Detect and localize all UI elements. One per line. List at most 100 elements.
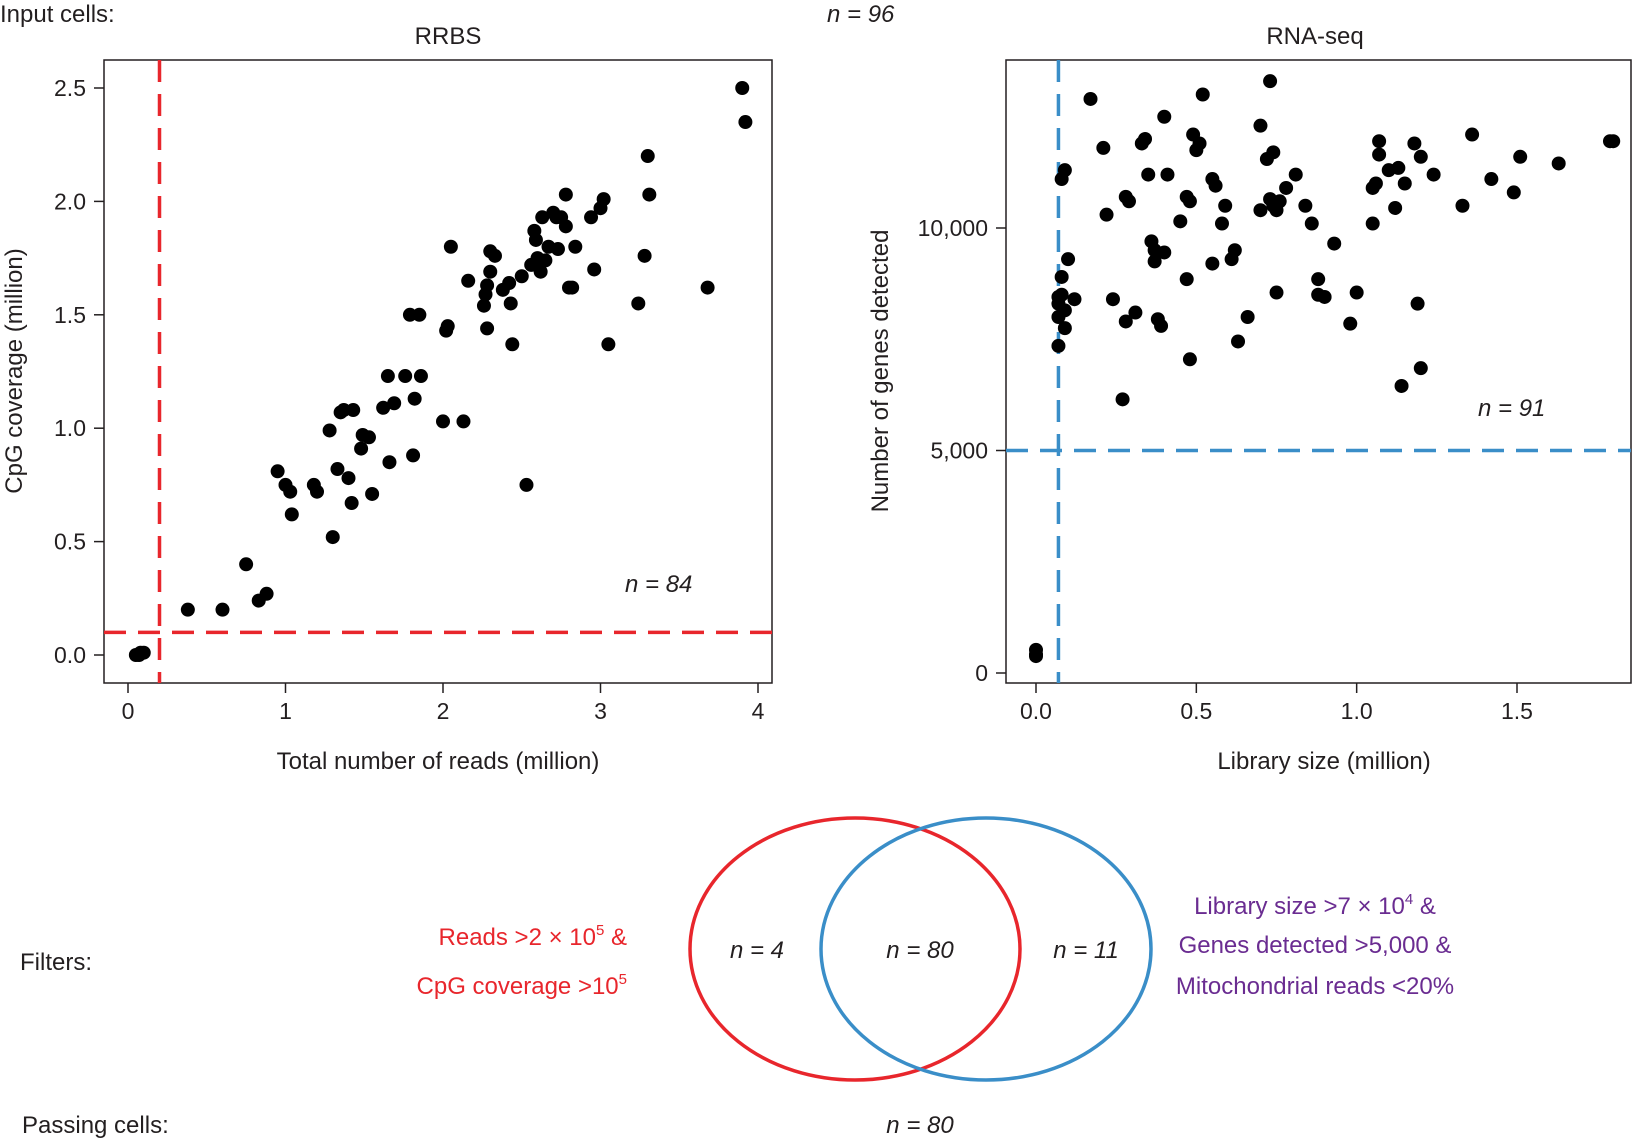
rrbs-data-point bbox=[330, 462, 345, 477]
rnaseq-data-point bbox=[1054, 287, 1069, 302]
rrbs-data-point bbox=[407, 391, 422, 406]
rnaseq-threshold-lines bbox=[1006, 60, 1631, 683]
rnaseq-filter-line-3: Mitochondrial reads <20% bbox=[1176, 973, 1454, 1000]
rrbs-data-point bbox=[180, 602, 195, 617]
rrbs-data-point bbox=[325, 530, 340, 545]
rnaseq-data-point bbox=[1413, 361, 1428, 376]
rrbs-y-tick-label: 0.0 bbox=[54, 642, 86, 668]
rnaseq-filter-line-1-sup: 4 bbox=[1405, 891, 1413, 908]
rnaseq-data-point bbox=[1253, 203, 1268, 218]
rrbs-title: RRBS bbox=[415, 23, 482, 50]
rrbs-filter-line-2-text: CpG coverage >10 bbox=[417, 973, 619, 1000]
rrbs-data-point bbox=[461, 273, 476, 288]
passing-cells-label: Passing cells: bbox=[22, 1112, 169, 1138]
rrbs-points bbox=[128, 81, 753, 662]
rrbs-plot-frame bbox=[103, 59, 773, 684]
rnaseq-data-point bbox=[1231, 334, 1246, 349]
rrbs-data-point bbox=[436, 414, 450, 429]
rrbs-data-point bbox=[550, 242, 565, 257]
rnaseq-data-point bbox=[1272, 194, 1287, 209]
rnaseq-data-point bbox=[1391, 160, 1406, 175]
rnaseq-data-point bbox=[1029, 649, 1043, 664]
rnaseq-data-point bbox=[1304, 216, 1319, 231]
rrbs-data-point bbox=[568, 239, 583, 254]
rnaseq-data-point bbox=[1214, 216, 1229, 231]
rrbs-data-point bbox=[239, 557, 254, 572]
rnaseq-data-point bbox=[1407, 136, 1422, 151]
rnaseq-data-point bbox=[1298, 198, 1313, 213]
rnaseq-data-point bbox=[1141, 167, 1156, 182]
rnaseq-data-point bbox=[1388, 200, 1403, 215]
rnaseq-data-point bbox=[1240, 310, 1255, 324]
rrbs-data-point bbox=[535, 210, 550, 225]
rrbs-data-point bbox=[322, 423, 337, 438]
rrbs-data-point bbox=[354, 441, 369, 456]
rnaseq-data-point bbox=[1057, 163, 1072, 178]
rrbs-x-axis: 0 1 2 3 4 bbox=[122, 683, 765, 724]
rrbs-data-point bbox=[503, 296, 518, 311]
rnaseq-data-point bbox=[1327, 236, 1342, 251]
rnaseq-data-point bbox=[1269, 285, 1284, 300]
rrbs-data-point bbox=[558, 187, 573, 202]
rnaseq-data-point bbox=[1513, 149, 1528, 164]
rnaseq-data-point bbox=[1218, 198, 1233, 213]
rnaseq-data-point bbox=[1099, 207, 1114, 222]
rnaseq-y-axis: 0 5,000 10,000 bbox=[918, 215, 1006, 686]
rrbs-y-tick-label: 1.5 bbox=[54, 302, 86, 328]
rrbs-x-tick-label: 2 bbox=[437, 698, 450, 724]
rnaseq-data-point bbox=[1205, 256, 1220, 271]
rrbs-data-point bbox=[538, 253, 553, 268]
rnaseq-data-point bbox=[1051, 338, 1066, 353]
rrbs-data-point bbox=[519, 477, 534, 492]
rnaseq-data-point bbox=[1157, 109, 1172, 124]
venn-right-count: n = 11 bbox=[1053, 937, 1119, 964]
rrbs-data-point bbox=[387, 396, 402, 411]
rnaseq-filter-line-1-text: Library size >7 × 10 bbox=[1194, 893, 1405, 920]
rnaseq-data-point bbox=[1057, 321, 1072, 336]
rnaseq-panel: RNA-seq 0 5,000 10,000 0.0 0.5 1.0 1.5 n = 91… bbox=[867, 23, 1632, 775]
rnaseq-data-point bbox=[1083, 91, 1098, 106]
rnaseq-filter-line-2: Genes detected >5,000 & bbox=[1179, 932, 1452, 959]
filters-venn: Filters: Reads >2 × 105 & CpG coverage >… bbox=[20, 816, 1454, 1082]
rrbs-data-point bbox=[310, 484, 324, 499]
rnaseq-y-axis-label: Number of genes detected bbox=[867, 230, 894, 513]
rrbs-data-point bbox=[341, 471, 356, 486]
rnaseq-data-point bbox=[1115, 392, 1130, 407]
rnaseq-data-point bbox=[1147, 254, 1162, 269]
rnaseq-x-axis-label: Library size (million) bbox=[1217, 748, 1430, 775]
rrbs-data-point bbox=[283, 484, 298, 499]
rrbs-data-point bbox=[440, 319, 455, 334]
rnaseq-data-point bbox=[1279, 180, 1294, 195]
filters-label: Filters: bbox=[20, 949, 92, 976]
rnaseq-data-point bbox=[1138, 132, 1153, 146]
rnaseq-data-point bbox=[1311, 272, 1326, 287]
rnaseq-data-point bbox=[1253, 118, 1268, 133]
rnaseq-filter-line-1: Library size >7 × 104 & bbox=[1194, 891, 1436, 920]
rrbs-data-point bbox=[376, 400, 391, 415]
rnaseq-data-point bbox=[1105, 292, 1120, 307]
rrbs-data-point bbox=[480, 278, 495, 293]
rnaseq-n-annotation: n = 91 bbox=[1478, 395, 1545, 422]
rrbs-data-point bbox=[412, 307, 427, 322]
rrbs-data-point bbox=[483, 264, 498, 279]
rrbs-data-point bbox=[533, 264, 548, 279]
rnaseq-data-point bbox=[1343, 316, 1358, 331]
rnaseq-data-point bbox=[1397, 176, 1412, 191]
rnaseq-data-point bbox=[1551, 156, 1566, 171]
rrbs-n-annotation: n = 84 bbox=[625, 571, 692, 598]
rnaseq-data-point bbox=[1182, 352, 1197, 367]
rrbs-data-point bbox=[215, 602, 230, 617]
rrbs-data-point bbox=[738, 115, 753, 130]
rrbs-data-point bbox=[365, 486, 380, 501]
rnaseq-data-point bbox=[1410, 296, 1425, 311]
rnaseq-data-point bbox=[1157, 245, 1172, 260]
rnaseq-data-point bbox=[1154, 318, 1169, 333]
rnaseq-data-point bbox=[1067, 292, 1082, 307]
rnaseq-data-point bbox=[1455, 198, 1470, 213]
rrbs-data-point bbox=[596, 192, 611, 207]
input-cells-label: Input cells: bbox=[0, 1, 115, 28]
rrbs-filter-line-1-tail: & bbox=[604, 924, 627, 951]
rrbs-filter-line-1: Reads >2 × 105 & bbox=[439, 922, 627, 951]
rrbs-data-point bbox=[637, 248, 652, 263]
